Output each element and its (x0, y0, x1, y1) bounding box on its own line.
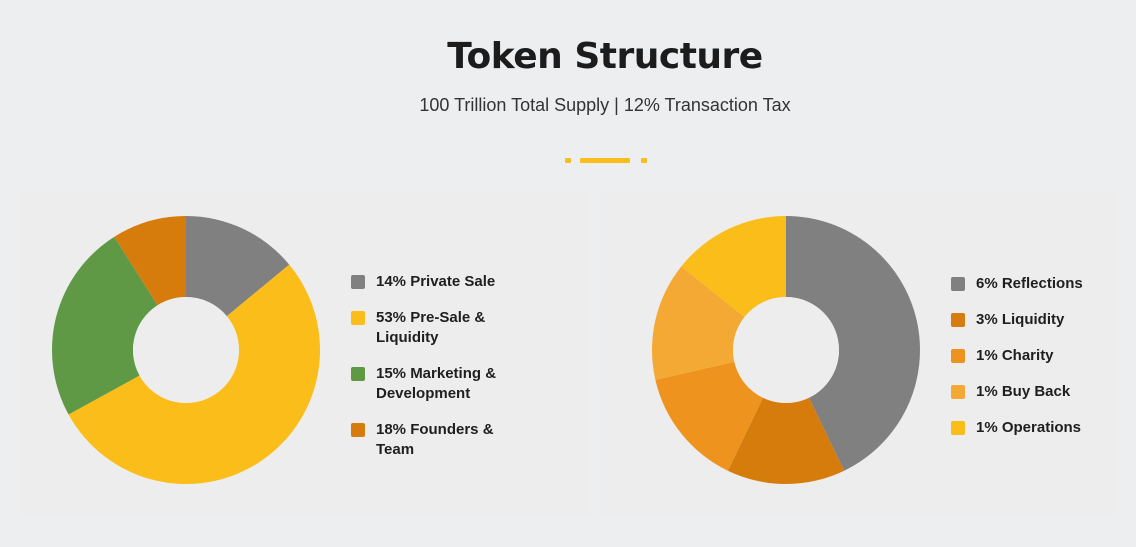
divider-dot-left (565, 158, 571, 163)
legend-label: 6% Reflections (976, 275, 1083, 292)
legend-swatch (351, 367, 365, 381)
slice-1-operations[interactable] (681, 216, 786, 317)
legend-swatch (951, 421, 965, 435)
page-title: Token Structure (447, 36, 763, 77)
slice-1-buy-back[interactable] (652, 266, 745, 380)
legend-swatch (351, 275, 365, 289)
transaction-tax-donut-chart (652, 216, 920, 484)
legend-swatch (951, 349, 965, 363)
divider-bar (580, 158, 630, 163)
legend-item-3-liquidity: 3% Liquidity (951, 310, 1121, 330)
legend-item-14-private-sale: 14% Private Sale (351, 272, 531, 292)
legend-swatch (951, 385, 965, 399)
legend-label: 1% Buy Back (976, 383, 1071, 400)
legend-label: 1% Charity (976, 347, 1054, 364)
slice-53-pre-sale-and-liquidity[interactable] (68, 264, 320, 484)
transaction-tax-legend: 6% Reflections 3% Liquidity 1% Charity 1% B… (951, 274, 1121, 454)
slice-6-reflections[interactable] (786, 216, 920, 471)
token-allocation-legend: 14% Private Sale 53% Pre-Sale & Liquidity… (351, 272, 531, 476)
slice-15-marketing-and-development[interactable] (52, 236, 158, 415)
token-allocation-donut-chart (52, 216, 320, 484)
legend-label: 14% Private Sale (376, 273, 496, 290)
legend-label: 1% Operations (976, 419, 1082, 436)
slice-1-charity[interactable] (655, 361, 764, 471)
legend-label: 18% Founders & Team (376, 421, 494, 458)
page-subtitle: 100 Trillion Total Supply | 12% Transact… (419, 95, 791, 115)
legend-swatch (951, 313, 965, 327)
slice-3-liquidity[interactable] (727, 397, 845, 484)
legend-swatch (351, 311, 365, 325)
legend-label: 15% Marketing & Development (376, 365, 497, 402)
legend-label: 3% Liquidity (976, 311, 1065, 328)
donut-hole (133, 297, 239, 403)
legend-item-15-marketing-and-development: 15% Marketing & Development (351, 364, 531, 404)
divider-dot-right (641, 158, 647, 163)
slice-18-founders-and-team[interactable] (114, 216, 186, 306)
legend-item-1-buy-back: 1% Buy Back (951, 382, 1121, 402)
legend-item-1-charity: 1% Charity (951, 346, 1121, 366)
donut-hole (733, 297, 839, 403)
legend-swatch (951, 277, 965, 291)
slice-14-private-sale[interactable] (186, 216, 290, 317)
legend-swatch (351, 423, 365, 437)
legend-item-1-operations: 1% Operations (951, 418, 1121, 438)
legend-item-18-founders-and-team: 18% Founders & Team (351, 420, 531, 460)
legend-item-6-reflections: 6% Reflections (951, 274, 1121, 294)
legend-item-53-pre-sale-and-liquidity: 53% Pre-Sale & Liquidity (351, 308, 531, 348)
legend-label: 53% Pre-Sale & Liquidity (376, 309, 486, 346)
